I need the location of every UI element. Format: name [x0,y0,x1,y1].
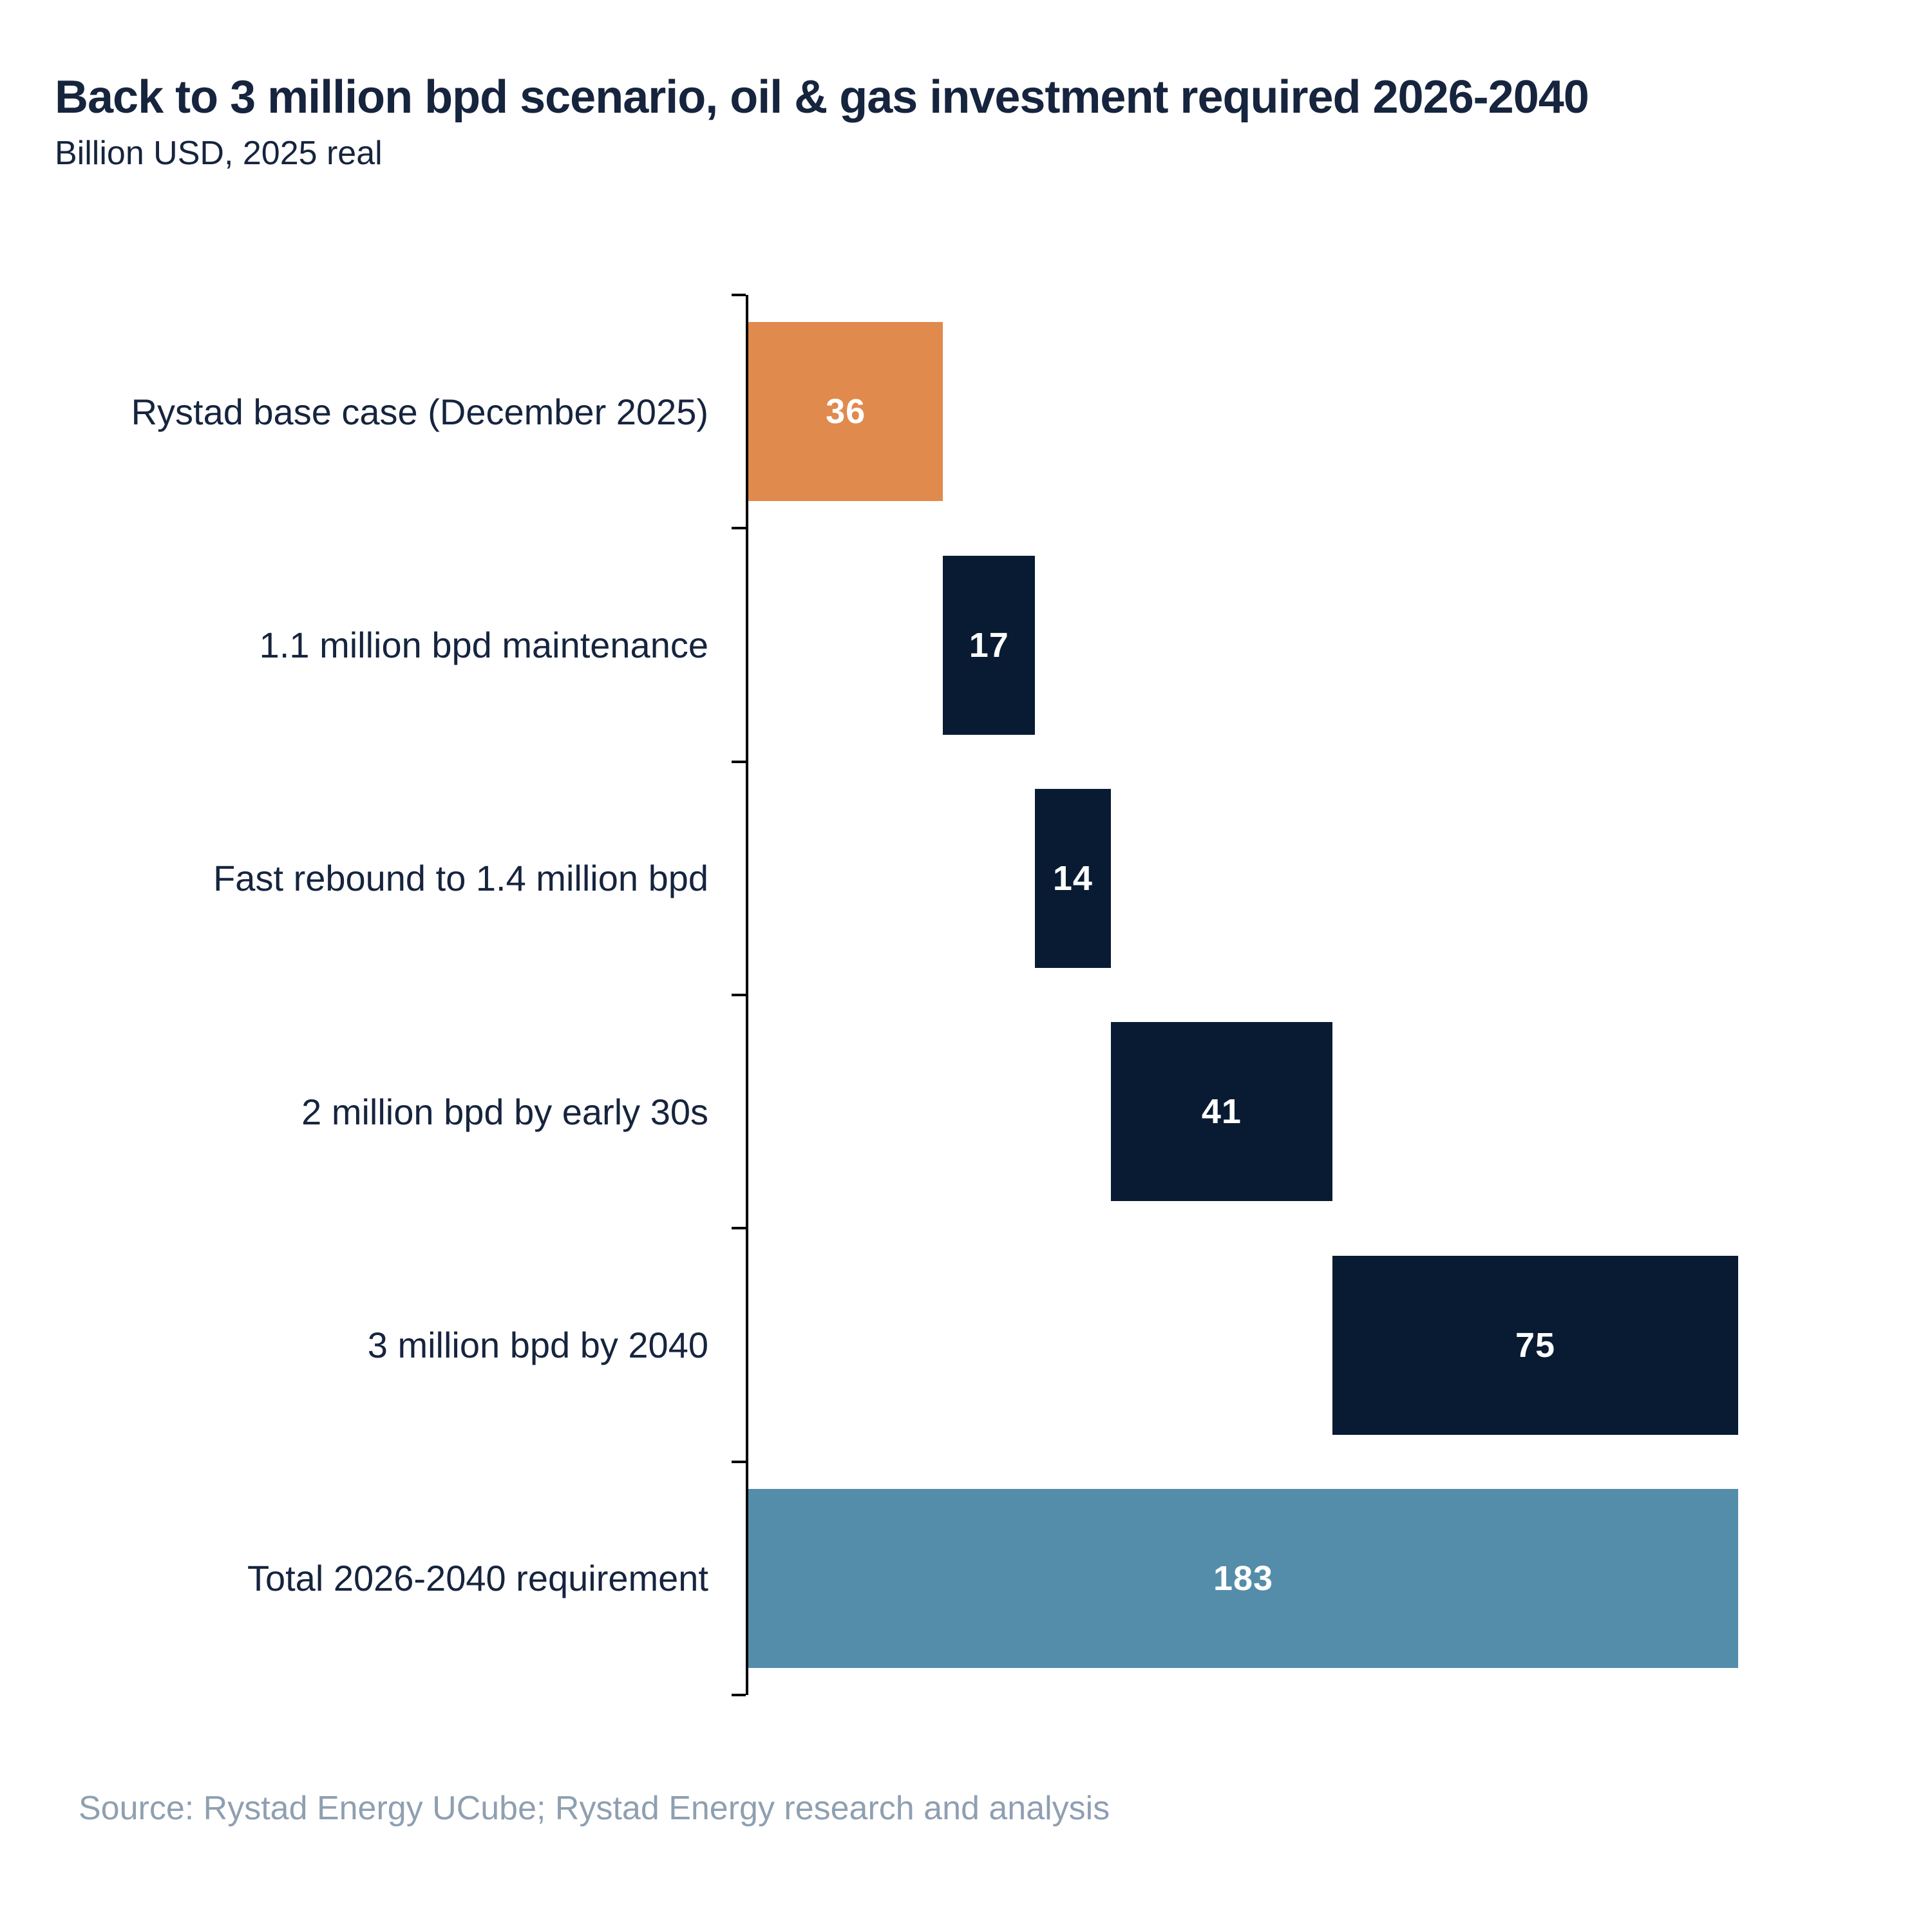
category-label: Total 2026-2040 requirement [247,1558,708,1599]
axis-tick [732,1694,746,1696]
axis-tick [732,294,746,296]
category-label: 2 million bpd by early 30s [301,1091,708,1132]
bar-value-label: 14 [1052,858,1093,898]
category-label: Rystad base case (December 2025) [131,391,708,432]
chart-title: Back to 3 million bpd scenario, oil & ga… [55,71,1589,123]
axis-tick [732,760,746,763]
chart-subtitle: Billion USD, 2025 real [55,135,383,172]
bar-value-label: 75 [1515,1325,1556,1365]
waterfall-bar: 14 [1035,788,1111,968]
value-axis-line [746,295,748,1695]
axis-tick [732,1227,746,1230]
bar-value-label: 36 [826,392,866,431]
category-label: Fast rebound to 1.4 million bpd [213,858,708,899]
axis-tick [732,527,746,530]
axis-tick [732,1460,746,1463]
waterfall-bar: 17 [943,555,1036,735]
axis-tick [732,994,746,996]
bar-value-label: 183 [1213,1558,1274,1598]
total-bar: 183 [748,1488,1738,1668]
waterfall-bar: 41 [1110,1022,1333,1202]
waterfall-bar: 36 [748,322,943,502]
waterfall-bar: 75 [1332,1255,1738,1435]
source-note: Source: Rystad Energy UCube; Rystad Ener… [79,1790,1110,1827]
category-label: 3 million bpd by 2040 [367,1324,708,1365]
category-label: 1.1 million bpd maintenance [259,624,708,665]
bar-value-label: 17 [969,625,1009,665]
bar-value-label: 41 [1201,1092,1242,1132]
